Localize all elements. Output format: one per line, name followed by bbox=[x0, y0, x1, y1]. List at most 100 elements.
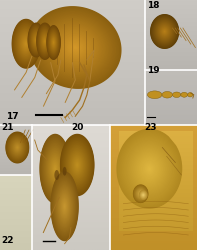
Polygon shape bbox=[134, 150, 164, 187]
Polygon shape bbox=[69, 150, 86, 180]
Polygon shape bbox=[137, 190, 144, 198]
Polygon shape bbox=[39, 28, 51, 54]
Polygon shape bbox=[23, 40, 29, 48]
Polygon shape bbox=[71, 153, 84, 177]
Polygon shape bbox=[162, 28, 168, 35]
Polygon shape bbox=[14, 142, 21, 152]
Polygon shape bbox=[136, 188, 146, 200]
Polygon shape bbox=[63, 138, 92, 192]
Text: 17: 17 bbox=[6, 112, 19, 121]
Polygon shape bbox=[41, 34, 48, 49]
Polygon shape bbox=[44, 38, 46, 44]
Polygon shape bbox=[34, 10, 117, 85]
Polygon shape bbox=[16, 145, 19, 150]
Polygon shape bbox=[42, 140, 68, 198]
Polygon shape bbox=[43, 36, 47, 46]
Polygon shape bbox=[136, 188, 145, 199]
Polygon shape bbox=[48, 23, 102, 72]
Polygon shape bbox=[55, 167, 56, 170]
Polygon shape bbox=[144, 162, 155, 175]
Polygon shape bbox=[54, 165, 57, 172]
Polygon shape bbox=[61, 198, 68, 215]
Polygon shape bbox=[21, 34, 32, 53]
Polygon shape bbox=[136, 188, 145, 199]
Polygon shape bbox=[68, 149, 86, 181]
Polygon shape bbox=[156, 21, 173, 42]
Polygon shape bbox=[47, 151, 63, 186]
Polygon shape bbox=[133, 185, 148, 203]
Ellipse shape bbox=[54, 170, 59, 180]
Polygon shape bbox=[72, 154, 83, 176]
Polygon shape bbox=[159, 25, 170, 38]
Polygon shape bbox=[58, 32, 93, 63]
Polygon shape bbox=[11, 139, 23, 156]
Polygon shape bbox=[45, 146, 66, 192]
Polygon shape bbox=[138, 190, 144, 198]
Polygon shape bbox=[50, 158, 60, 179]
Polygon shape bbox=[154, 18, 176, 44]
Polygon shape bbox=[134, 186, 147, 201]
Polygon shape bbox=[140, 191, 146, 199]
Ellipse shape bbox=[188, 92, 193, 97]
Polygon shape bbox=[129, 144, 170, 194]
Polygon shape bbox=[141, 192, 146, 198]
Polygon shape bbox=[43, 38, 47, 45]
Polygon shape bbox=[41, 136, 70, 201]
Polygon shape bbox=[76, 164, 78, 166]
Polygon shape bbox=[147, 166, 152, 172]
Polygon shape bbox=[37, 13, 114, 82]
Polygon shape bbox=[43, 37, 47, 46]
Polygon shape bbox=[120, 134, 178, 204]
Polygon shape bbox=[60, 196, 69, 217]
Polygon shape bbox=[63, 139, 91, 191]
Polygon shape bbox=[163, 30, 166, 33]
Polygon shape bbox=[127, 142, 172, 196]
Polygon shape bbox=[42, 35, 48, 48]
Polygon shape bbox=[49, 32, 58, 53]
Polygon shape bbox=[51, 37, 56, 48]
Polygon shape bbox=[118, 131, 180, 206]
Polygon shape bbox=[19, 31, 34, 57]
Polygon shape bbox=[150, 14, 179, 48]
Polygon shape bbox=[52, 161, 59, 176]
Polygon shape bbox=[160, 26, 169, 37]
Polygon shape bbox=[54, 180, 75, 233]
Polygon shape bbox=[138, 190, 143, 197]
Polygon shape bbox=[135, 187, 147, 201]
Polygon shape bbox=[42, 34, 48, 48]
Polygon shape bbox=[52, 176, 77, 237]
Polygon shape bbox=[140, 192, 146, 198]
Polygon shape bbox=[42, 139, 69, 199]
Polygon shape bbox=[73, 46, 78, 50]
Polygon shape bbox=[35, 38, 37, 42]
Polygon shape bbox=[70, 152, 84, 178]
Polygon shape bbox=[141, 193, 145, 197]
Polygon shape bbox=[40, 134, 71, 203]
Polygon shape bbox=[44, 40, 46, 42]
Polygon shape bbox=[16, 27, 36, 60]
Polygon shape bbox=[58, 190, 71, 223]
Polygon shape bbox=[33, 33, 40, 47]
Polygon shape bbox=[160, 26, 169, 37]
Polygon shape bbox=[20, 32, 33, 55]
Polygon shape bbox=[124, 138, 174, 199]
Polygon shape bbox=[139, 192, 142, 195]
Text: 23: 23 bbox=[144, 124, 156, 132]
Polygon shape bbox=[66, 144, 89, 186]
Polygon shape bbox=[34, 35, 39, 45]
Polygon shape bbox=[64, 206, 65, 207]
Polygon shape bbox=[20, 33, 32, 54]
Polygon shape bbox=[51, 173, 78, 240]
Polygon shape bbox=[155, 20, 175, 43]
Polygon shape bbox=[13, 142, 21, 153]
Polygon shape bbox=[33, 34, 39, 46]
Polygon shape bbox=[44, 39, 46, 44]
Polygon shape bbox=[60, 194, 70, 218]
Polygon shape bbox=[35, 38, 37, 42]
Polygon shape bbox=[64, 38, 86, 57]
Polygon shape bbox=[8, 136, 26, 160]
Polygon shape bbox=[73, 157, 82, 173]
Polygon shape bbox=[51, 160, 59, 177]
Polygon shape bbox=[52, 38, 55, 46]
Polygon shape bbox=[24, 41, 28, 47]
